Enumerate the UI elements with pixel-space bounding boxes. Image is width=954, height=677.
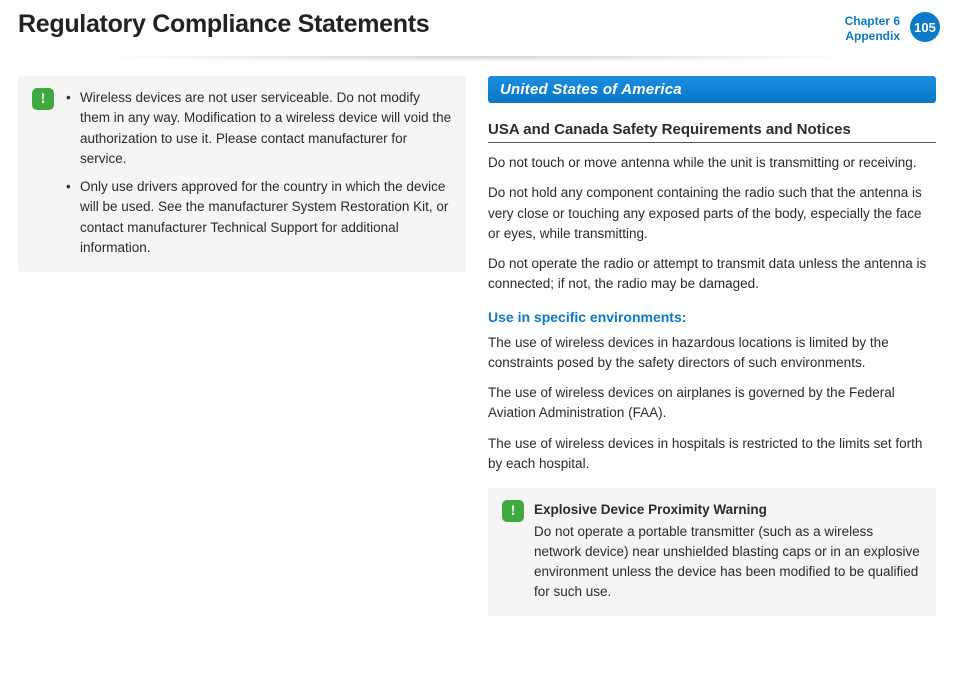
header-divider-shadow [17, 56, 937, 70]
left-column: ! Wireless devices are not user servicea… [18, 76, 466, 616]
right-column: United States of America USA and Canada … [488, 76, 936, 616]
paragraph: The use of wireless devices in hospitals… [488, 434, 936, 475]
paragraph: The use of wireless devices in hazardous… [488, 333, 936, 374]
callout-text: Do not operate a portable transmitter (s… [534, 522, 922, 602]
subheading: USA and Canada Safety Requirements and N… [488, 121, 936, 143]
paragraph: Do not operate the radio or attempt to t… [488, 254, 936, 295]
paragraph: Do not touch or move antenna while the u… [488, 153, 936, 173]
chapter-label: Chapter 6 Appendix [845, 10, 906, 44]
blue-subheading: Use in specific environments: [488, 309, 936, 325]
callout-title: Explosive Device Proximity Warning [534, 500, 922, 520]
chapter-line-2: Appendix [845, 29, 900, 44]
warning-icon: ! [502, 500, 524, 522]
warning-list: Wireless devices are not user serviceabl… [66, 88, 452, 258]
callout-body: Explosive Device Proximity Warning Do no… [534, 500, 922, 602]
warning-callout-right: ! Explosive Device Proximity Warning Do … [488, 488, 936, 616]
paragraph: The use of wireless devices on airplanes… [488, 383, 936, 424]
warning-icon: ! [32, 88, 54, 110]
section-heading-bar: United States of America [488, 76, 936, 103]
warning-icon-wrapper: ! [502, 500, 524, 602]
warning-callout-left: ! Wireless devices are not user servicea… [18, 76, 466, 272]
content-columns: ! Wireless devices are not user servicea… [0, 76, 954, 616]
chapter-line-1: Chapter 6 [845, 14, 900, 29]
list-item: Only use drivers approved for the countr… [66, 177, 452, 258]
page-number-badge: 105 [910, 12, 940, 42]
list-item: Wireless devices are not user serviceabl… [66, 88, 452, 169]
page-header: Regulatory Compliance Statements Chapter… [0, 0, 954, 56]
paragraph: Do not hold any component containing the… [488, 183, 936, 244]
warning-icon-wrapper: ! [32, 88, 56, 258]
page-title: Regulatory Compliance Statements [18, 10, 845, 39]
